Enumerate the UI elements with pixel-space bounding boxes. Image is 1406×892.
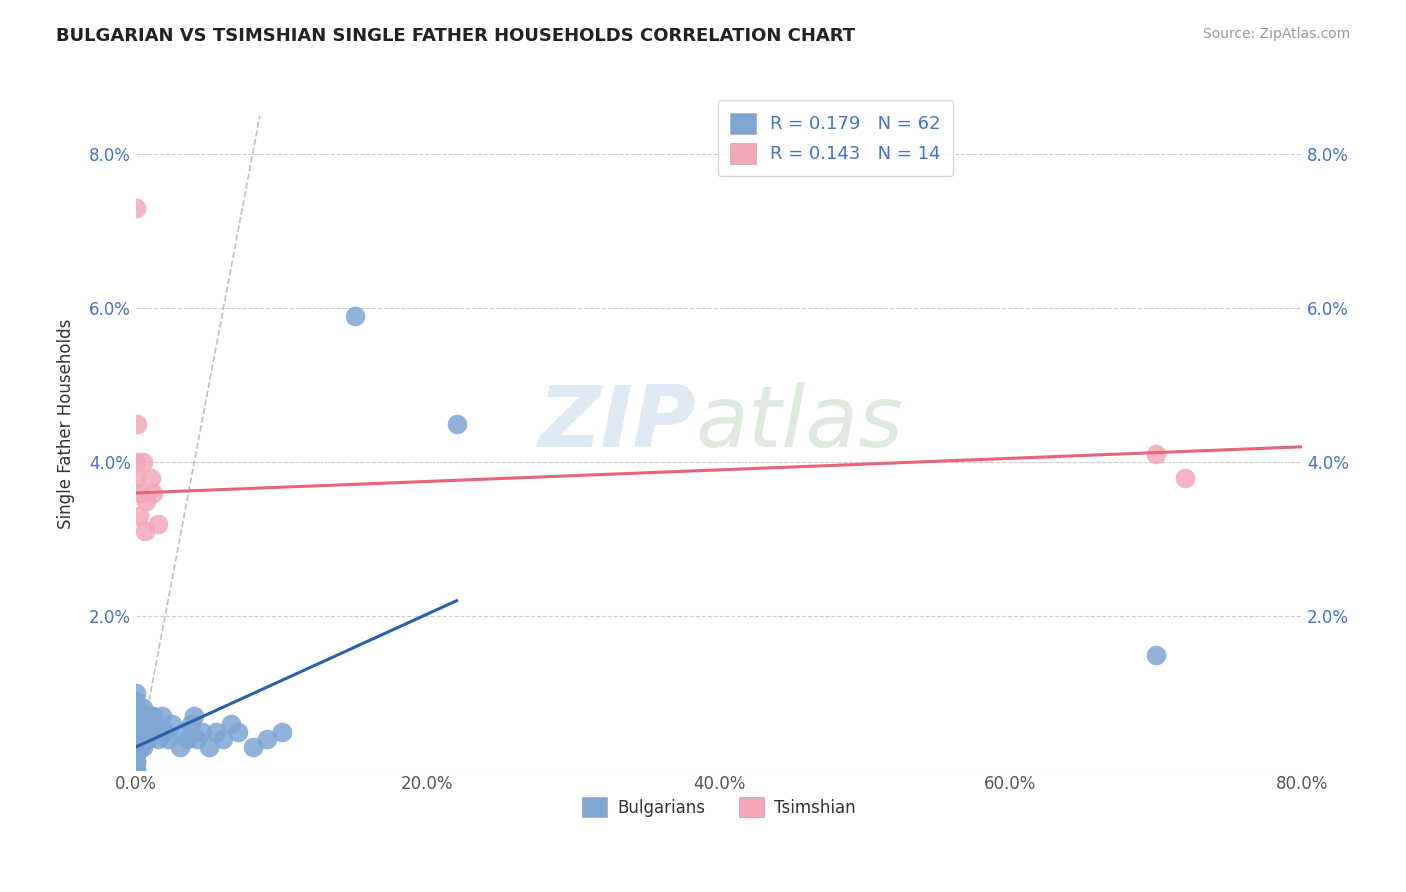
Point	[127, 417, 149, 431]
Point	[125, 455, 148, 469]
Point	[226, 724, 249, 739]
Point	[150, 709, 173, 723]
Point	[134, 716, 156, 731]
Point	[129, 724, 152, 739]
Point	[1144, 448, 1167, 462]
Point	[205, 724, 228, 739]
Point	[125, 739, 148, 754]
Point	[212, 732, 235, 747]
Point	[127, 739, 149, 754]
Point	[127, 724, 149, 739]
Point	[125, 201, 148, 215]
Point	[125, 470, 148, 484]
Point	[256, 732, 278, 747]
Point	[132, 455, 155, 469]
Point	[135, 724, 157, 739]
Point	[136, 716, 159, 731]
Point	[135, 493, 157, 508]
Point	[1174, 470, 1197, 484]
Text: atlas: atlas	[696, 382, 904, 466]
Y-axis label: Single Father Households: Single Father Households	[58, 318, 75, 529]
Point	[139, 709, 162, 723]
Point	[142, 486, 165, 500]
Point	[186, 732, 208, 747]
Point	[446, 417, 468, 431]
Point	[190, 724, 212, 739]
Point	[1144, 648, 1167, 662]
Text: Source: ZipAtlas.com: Source: ZipAtlas.com	[1202, 27, 1350, 41]
Legend: Bulgarians, Tsimshian: Bulgarians, Tsimshian	[576, 790, 862, 824]
Point	[125, 732, 148, 747]
Point	[183, 709, 205, 723]
Point	[135, 724, 157, 739]
Point	[136, 732, 159, 747]
Point	[156, 732, 179, 747]
Point	[125, 756, 148, 770]
Point	[129, 724, 152, 739]
Point	[125, 686, 148, 700]
Point	[125, 763, 148, 777]
Point	[270, 724, 292, 739]
Point	[132, 701, 155, 715]
Point	[128, 509, 150, 524]
Point	[146, 732, 169, 747]
Text: BULGARIAN VS TSIMSHIAN SINGLE FATHER HOUSEHOLDS CORRELATION CHART: BULGARIAN VS TSIMSHIAN SINGLE FATHER HOU…	[56, 27, 855, 45]
Point	[125, 756, 148, 770]
Point	[198, 739, 221, 754]
Point	[132, 739, 155, 754]
Point	[129, 739, 152, 754]
Point	[125, 694, 148, 708]
Point	[125, 701, 148, 715]
Point	[125, 747, 148, 762]
Point	[343, 309, 366, 323]
Point	[172, 724, 194, 739]
Point	[132, 709, 155, 723]
Point	[219, 716, 242, 731]
Point	[143, 716, 166, 731]
Point	[146, 516, 169, 531]
Point	[125, 716, 148, 731]
Point	[139, 470, 162, 484]
Point	[134, 732, 156, 747]
Point	[125, 763, 148, 777]
Point	[125, 739, 148, 754]
Point	[153, 724, 176, 739]
Point	[131, 716, 153, 731]
Point	[129, 486, 152, 500]
Point	[176, 732, 198, 747]
Point	[162, 716, 184, 731]
Point	[125, 724, 148, 739]
Point	[242, 739, 264, 754]
Point	[139, 724, 162, 739]
Point	[180, 716, 202, 731]
Point	[131, 709, 153, 723]
Point	[128, 732, 150, 747]
Point	[128, 732, 150, 747]
Point	[125, 747, 148, 762]
Point	[138, 716, 160, 731]
Point	[142, 709, 165, 723]
Point	[134, 524, 156, 539]
Point	[125, 709, 148, 723]
Point	[169, 739, 191, 754]
Text: ZIP: ZIP	[538, 382, 696, 466]
Point	[127, 716, 149, 731]
